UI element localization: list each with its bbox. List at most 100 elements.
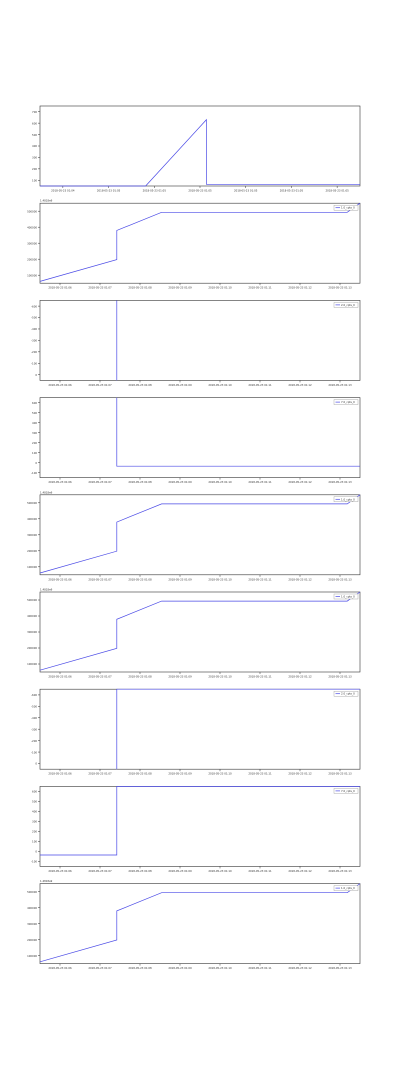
x-tick-label: 2018-05-23 01:07 (88, 383, 112, 387)
x-tick-label: 2018-05-23 01:09 (168, 772, 192, 776)
y-tick-label: 500 (32, 800, 37, 804)
y-tick-label: 100 (32, 451, 37, 455)
x-tick-label: 2018-05-23 01:12 (288, 480, 312, 484)
y-tick-label: 0 (35, 461, 37, 465)
y-tick-label: 400000 (27, 906, 37, 910)
x-tick-label: 2018-05-23 01:06 (48, 286, 72, 290)
y-tick-label: -200 (31, 350, 37, 354)
x-tick-label: 2018-05-23 01:06 (48, 966, 72, 970)
y-tick-label: 300000 (27, 533, 37, 537)
legend-label: 7.0_cpts_0 (341, 400, 355, 404)
plot-frame (39, 494, 361, 576)
x-tick-label: 2018-05-23 01:07 (88, 966, 112, 970)
y-tick-label: -500 (31, 316, 37, 320)
y-tick-label: 200000 (27, 257, 37, 261)
y-tick-label: 400000 (27, 225, 37, 229)
x-tick-label: 2018-05-23 01:12 (288, 966, 312, 970)
offset-label: 1.4818e9 (40, 588, 53, 592)
plot-frame (39, 786, 361, 867)
y-tick-label: -600 (31, 304, 37, 308)
x-tick-label: 2018-05-23 01:11 (248, 772, 272, 776)
legend-label: 2.0_cpts_0 (341, 303, 355, 307)
offset-label: 1.4818e9 (40, 199, 53, 203)
plot-frame (39, 591, 361, 673)
x-tick-label: 2018-05-23 01:12 (288, 772, 312, 776)
x-tick-label: 2018-05-23 01:11 (248, 869, 272, 873)
y-tick-label: -400 (31, 327, 37, 331)
x-tick-label: 2018-05-23 01:10 (208, 772, 232, 776)
x-tick-label: 2018-05-23 01:13 (328, 772, 352, 776)
x-tick-label: 2018-05-23 01:11 (248, 286, 272, 290)
x-tick-label: 2018-05-23 01:08 (128, 480, 152, 484)
x-tick-label: 2018-05-23 01:09 (168, 480, 192, 484)
x-tick-label: 2018-05-23 01:05 (280, 189, 304, 193)
chart-panel: 100000 200000 300000 400000 500000 2018-05-23… (27, 199, 361, 290)
y-tick-label: 300 (32, 820, 37, 824)
x-tick-label: 2018-05-23 01:09 (168, 869, 192, 873)
y-tick-label: 200 (32, 830, 37, 834)
x-tick-label: 2018-05-23 01:08 (128, 286, 152, 290)
y-tick-label: -200 (31, 739, 37, 743)
y-tick-label: 400 (32, 810, 37, 814)
plot-frame (39, 300, 361, 381)
y-tick-label: 300000 (27, 241, 37, 245)
legend-label: 7.0_cpts_0 (341, 789, 355, 793)
series-line (39, 883, 361, 963)
x-tick-label: 2018-05-23 01:09 (168, 286, 192, 290)
x-tick-label: 2018-05-23 01:13 (328, 966, 352, 970)
plot-frame (39, 883, 361, 964)
offset-label: 1.4818e9 (40, 490, 53, 494)
x-tick-label: 2018-05-23 01:05 (325, 189, 349, 193)
y-tick-label: 600 (32, 790, 37, 794)
y-tick-label: 400000 (27, 517, 37, 521)
x-tick-label: 2018-05-23 01:12 (288, 577, 312, 581)
y-tick-label: 100000 (27, 565, 37, 569)
y-tick-label: 500000 (27, 890, 37, 894)
plot-frame (39, 688, 361, 770)
x-tick-label: 2018-05-23 01:06 (48, 577, 72, 581)
x-tick-label: 2018-05-23 01:13 (328, 869, 352, 873)
legend-box (333, 691, 359, 697)
y-tick-label: 100000 (27, 273, 37, 277)
x-tick-label: 2018-05-23 01:10 (208, 577, 232, 581)
y-tick-label: 300000 (27, 630, 37, 634)
x-tick-label: 2018-05-23 01:07 (88, 286, 112, 290)
x-tick-label: 2018-05-23 01:07 (88, 480, 112, 484)
x-tick-label: 2018-05-23 01:10 (208, 383, 232, 387)
x-tick-label: 2018-05-23 01:10 (208, 966, 232, 970)
x-tick-label: 2018-05-23 01:11 (248, 675, 272, 679)
x-tick-label: 2018-05-23 01:07 (88, 675, 112, 679)
x-tick-label: 2018-05-23 01:08 (128, 577, 152, 581)
plot-frame (39, 397, 361, 478)
x-tick-label: 2018-05-23 01:10 (208, 286, 232, 290)
x-tick-label: 2018-05-23 01:06 (48, 675, 72, 679)
x-tick-label: 2018-05-23 01:07 (88, 772, 112, 776)
x-tick-label: 2018-05-23 01:04 (51, 189, 75, 193)
x-tick-label: 2018-05-23 01:13 (328, 577, 352, 581)
y-tick-label: 200000 (27, 938, 37, 942)
x-tick-label: 2018-05-23 01:06 (48, 383, 72, 387)
y-tick-label: -100 (31, 860, 37, 864)
chart-panel: 100000 200000 300000 400000 500000 2018-05-23… (27, 588, 361, 679)
y-tick-label: -600 (31, 693, 37, 697)
x-tick-label: 2018-05-23 01:09 (168, 675, 192, 679)
legend-box (333, 399, 359, 405)
y-tick-label: 500000 (27, 209, 37, 213)
y-tick-label: 500000 (27, 501, 37, 505)
y-tick-label: 0 (35, 762, 37, 766)
x-tick-label: 2018-05-23 01:11 (248, 577, 272, 581)
y-tick-label: 200 (32, 167, 37, 171)
y-tick-label: 100000 (27, 662, 37, 666)
legend-label: 1.0_cpts_0 (341, 497, 355, 501)
x-tick-label: 2018-05-23 01:09 (168, 577, 192, 581)
y-tick-label: 300 (32, 431, 37, 435)
x-tick-label: 2018-05-23 01:07 (88, 577, 112, 581)
legend-label: 1.0_cpts_0 (341, 886, 355, 890)
series-line (116, 397, 360, 467)
y-tick-label: 300000 (27, 922, 37, 926)
chart-panel: 100000 200000 300000 400000 500000 2018-05-23… (27, 490, 361, 581)
y-tick-label: 200000 (27, 549, 37, 553)
series-line (39, 202, 361, 282)
y-tick-label: -400 (31, 716, 37, 720)
